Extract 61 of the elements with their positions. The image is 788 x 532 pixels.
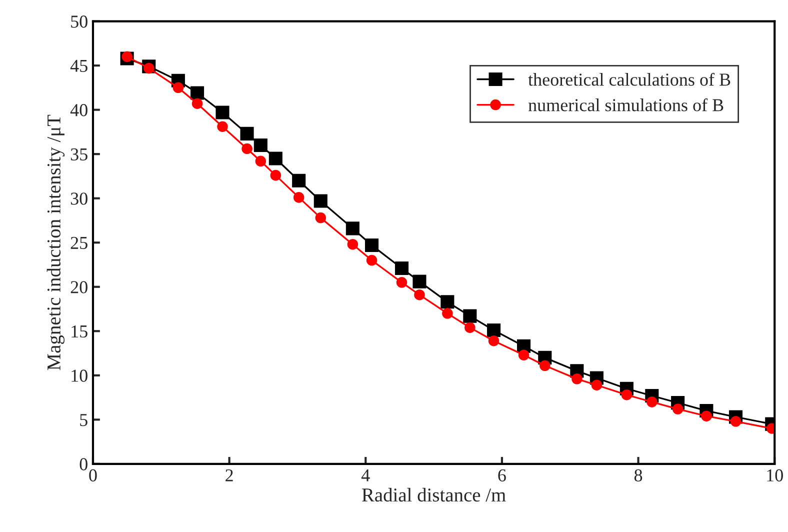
point bbox=[396, 277, 408, 288]
point bbox=[172, 82, 184, 94]
point bbox=[270, 170, 282, 181]
x-tick-label: 6 bbox=[498, 469, 506, 482]
point bbox=[394, 261, 409, 276]
point bbox=[591, 380, 602, 390]
y-tick-label: 35 bbox=[70, 148, 88, 161]
point bbox=[730, 416, 742, 427]
y-tick-label: 15 bbox=[72, 325, 88, 338]
x-tick-label: 8 bbox=[634, 469, 642, 482]
x-axis-title: Radial distance /m bbox=[362, 488, 506, 502]
y-tick-label: 30 bbox=[70, 192, 88, 205]
y-tick-label: 50 bbox=[71, 16, 88, 28]
x-tick-label: 10 bbox=[767, 469, 783, 482]
legend-label: numerical simulations of B bbox=[528, 98, 724, 112]
point bbox=[346, 222, 360, 236]
point bbox=[216, 106, 230, 120]
point bbox=[572, 374, 582, 384]
point bbox=[440, 295, 454, 309]
point bbox=[240, 126, 254, 140]
point bbox=[488, 335, 500, 346]
point bbox=[242, 143, 252, 154]
point bbox=[255, 156, 266, 167]
point bbox=[518, 350, 530, 360]
point bbox=[347, 238, 358, 250]
point bbox=[143, 62, 154, 74]
point bbox=[122, 51, 132, 62]
point bbox=[254, 138, 268, 152]
x-tick-label: 0 bbox=[89, 469, 97, 482]
point bbox=[268, 152, 282, 166]
x-tick-label: 2 bbox=[226, 469, 233, 482]
point bbox=[293, 192, 304, 203]
point bbox=[292, 174, 306, 188]
point bbox=[540, 360, 550, 372]
point bbox=[190, 86, 204, 100]
point bbox=[315, 212, 326, 224]
point bbox=[364, 238, 379, 252]
point bbox=[314, 194, 328, 208]
point bbox=[442, 308, 453, 319]
point bbox=[192, 98, 203, 109]
point bbox=[217, 121, 228, 132]
y-tick-label: 0 bbox=[80, 458, 88, 470]
point bbox=[487, 323, 501, 337]
y-tick-label: 5 bbox=[80, 414, 88, 426]
x-tick-label: 4 bbox=[361, 469, 370, 482]
point bbox=[412, 274, 426, 288]
point bbox=[646, 396, 658, 408]
y-tick-label: 20 bbox=[70, 281, 88, 294]
y-tick-label: 10 bbox=[72, 370, 88, 382]
point bbox=[701, 410, 712, 422]
point bbox=[621, 389, 632, 400]
legend-label: theoretical calculations of B bbox=[528, 72, 730, 86]
point bbox=[464, 322, 476, 333]
y-axis-title: Magnetic induction intensity /μT bbox=[46, 114, 65, 370]
point bbox=[463, 309, 477, 323]
y-tick-label: 40 bbox=[70, 104, 88, 116]
y-tick-label: 45 bbox=[70, 60, 88, 72]
y-tick-label: 25 bbox=[70, 236, 88, 250]
point bbox=[672, 404, 684, 414]
point bbox=[414, 289, 425, 300]
point bbox=[366, 254, 378, 266]
